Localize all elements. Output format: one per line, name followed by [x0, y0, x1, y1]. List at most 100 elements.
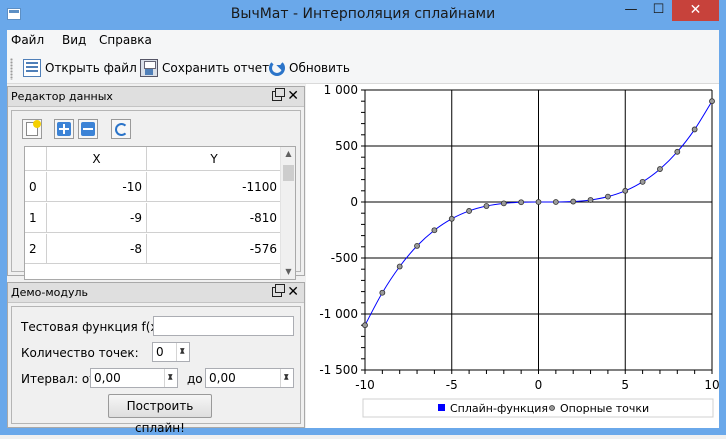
demo-module-titlebar[interactable]: Демо-модуль ✕	[8, 283, 304, 303]
window-border-left	[0, 30, 7, 435]
support-point	[570, 198, 577, 205]
close-button[interactable]: ✕	[672, 0, 719, 21]
open-file-icon	[23, 59, 41, 77]
support-point	[604, 193, 611, 200]
menu-help[interactable]: Справка	[99, 33, 152, 47]
minimize-button[interactable]: —	[624, 2, 638, 17]
new-table-button[interactable]	[22, 119, 42, 139]
support-point	[396, 263, 403, 270]
app-icon	[7, 8, 21, 20]
cell-x[interactable]: -10	[47, 172, 147, 202]
sync-icon	[115, 123, 128, 136]
demo-module-panel: Демо-модуль ✕ Тестовая функция f(x)= Кол…	[7, 282, 305, 435]
column-header-x[interactable]: X	[47, 147, 147, 171]
scroll-up-icon[interactable]: ▲	[285, 149, 292, 158]
toolbar: Открыть файл Сохранить отчет Обновить	[7, 52, 719, 84]
remove-row-button[interactable]	[78, 119, 98, 139]
cell-y[interactable]: -1100	[147, 172, 282, 202]
y-tick-label: -1 500	[319, 363, 358, 377]
support-point	[431, 227, 438, 234]
data-table[interactable]: X Y 0 -10 -1100 1 -9 -810 2 -8 -576	[24, 146, 296, 280]
scrollbar-thumb[interactable]	[283, 165, 294, 181]
save-report-label: Сохранить отчет	[162, 61, 270, 75]
spinner-arrows-icon[interactable]	[176, 342, 189, 361]
test-function-input[interactable]	[153, 316, 294, 336]
support-point	[657, 166, 663, 172]
support-point	[483, 203, 490, 209]
row-header[interactable]: 2	[25, 234, 47, 264]
cell-x[interactable]: -8	[47, 234, 147, 264]
panel-close-icon[interactable]: ✕	[287, 284, 299, 300]
minus-icon	[81, 122, 95, 136]
support-point	[362, 322, 368, 329]
save-icon	[140, 59, 158, 77]
panel-close-icon[interactable]: ✕	[287, 88, 299, 104]
float-panel-icon[interactable]	[272, 88, 285, 101]
menu-file[interactable]: Файл	[11, 33, 45, 47]
support-point	[535, 199, 542, 205]
y-tick-label: 0	[350, 195, 358, 209]
refresh-table-button[interactable]	[111, 119, 131, 139]
x-tick-label: 10	[704, 378, 719, 392]
x-tick-label: -5	[446, 378, 458, 392]
open-file-button[interactable]: Открыть файл	[23, 57, 137, 79]
legend-label-spline: Сплайн-функция	[450, 402, 548, 415]
demo-module-group: Тестовая функция f(x)= Количество точек:…	[11, 306, 301, 435]
title-bar: ВычМат - Интерполяция сплайнами — ☐ ✕	[0, 0, 726, 30]
spinner-arrows-icon[interactable]	[280, 368, 293, 387]
cell-x[interactable]: -9	[47, 203, 147, 233]
refresh-label: Обновить	[289, 61, 350, 75]
float-panel-icon[interactable]	[272, 284, 285, 297]
window-title: ВычМат - Интерполяция сплайнами	[230, 6, 496, 22]
table-row[interactable]: 0 -10 -1100	[25, 172, 282, 202]
support-point	[518, 199, 525, 206]
table-scrollbar[interactable]: ▲ ▼	[280, 147, 295, 279]
support-point	[622, 187, 629, 194]
test-function-label: Тестовая функция f(x)=	[21, 320, 173, 334]
refresh-button[interactable]: Обновить	[269, 57, 350, 79]
interval-to-label: до	[187, 372, 203, 386]
scroll-down-icon[interactable]: ▼	[285, 267, 292, 276]
table-corner[interactable]	[25, 147, 47, 171]
y-tick-label: 500	[335, 139, 358, 153]
interval-from-spinbox[interactable]: 0,00	[90, 368, 178, 388]
menu-view[interactable]: Вид	[62, 33, 87, 47]
new-document-icon	[26, 120, 41, 136]
legend-box	[362, 398, 714, 418]
support-point	[691, 126, 698, 133]
column-header-y[interactable]: Y	[147, 147, 282, 171]
interval-to-value: 0,00	[209, 371, 236, 385]
toolbar-grip[interactable]	[10, 58, 13, 80]
data-editor-titlebar[interactable]: Редактор данных ✕	[8, 87, 304, 107]
points-count-spinbox[interactable]: 0	[152, 342, 190, 362]
x-tick-label: -10	[355, 378, 375, 392]
build-spline-button[interactable]: Построить сплайн!	[108, 394, 212, 435]
support-point	[674, 148, 681, 155]
save-report-button[interactable]: Сохранить отчет	[140, 57, 269, 79]
legend-swatch-points	[549, 405, 555, 411]
table-row[interactable]: 2 -8 -576	[25, 234, 282, 264]
support-point	[639, 178, 646, 185]
spinner-arrows-icon[interactable]	[164, 368, 177, 387]
row-header[interactable]: 0	[25, 172, 47, 202]
support-point	[466, 208, 473, 214]
maximize-button[interactable]: ☐	[652, 2, 665, 17]
support-point	[379, 289, 386, 296]
support-point	[552, 199, 559, 205]
table-row[interactable]: 1 -9 -810	[25, 203, 282, 233]
legend-label-points: Опорные точки	[560, 402, 649, 415]
add-row-button[interactable]	[54, 119, 74, 139]
spline-chart: -10 -5 0 5 10 1 000 500 0 -500 -1 000 -1 500 Сплайн…	[306, 83, 720, 428]
chart-background	[306, 84, 719, 428]
cell-y[interactable]: -576	[147, 234, 282, 264]
support-point	[448, 215, 455, 222]
cell-y[interactable]: -810	[147, 203, 282, 233]
x-tick-label: 0	[535, 378, 543, 392]
interval-to-spinbox[interactable]: 0,00	[205, 368, 294, 388]
y-tick-label: 1 000	[324, 84, 358, 97]
x-tick-label: 5	[621, 378, 629, 392]
row-header[interactable]: 1	[25, 203, 47, 233]
open-file-label: Открыть файл	[45, 61, 137, 75]
support-point	[414, 243, 420, 249]
window-border-right	[719, 30, 726, 435]
